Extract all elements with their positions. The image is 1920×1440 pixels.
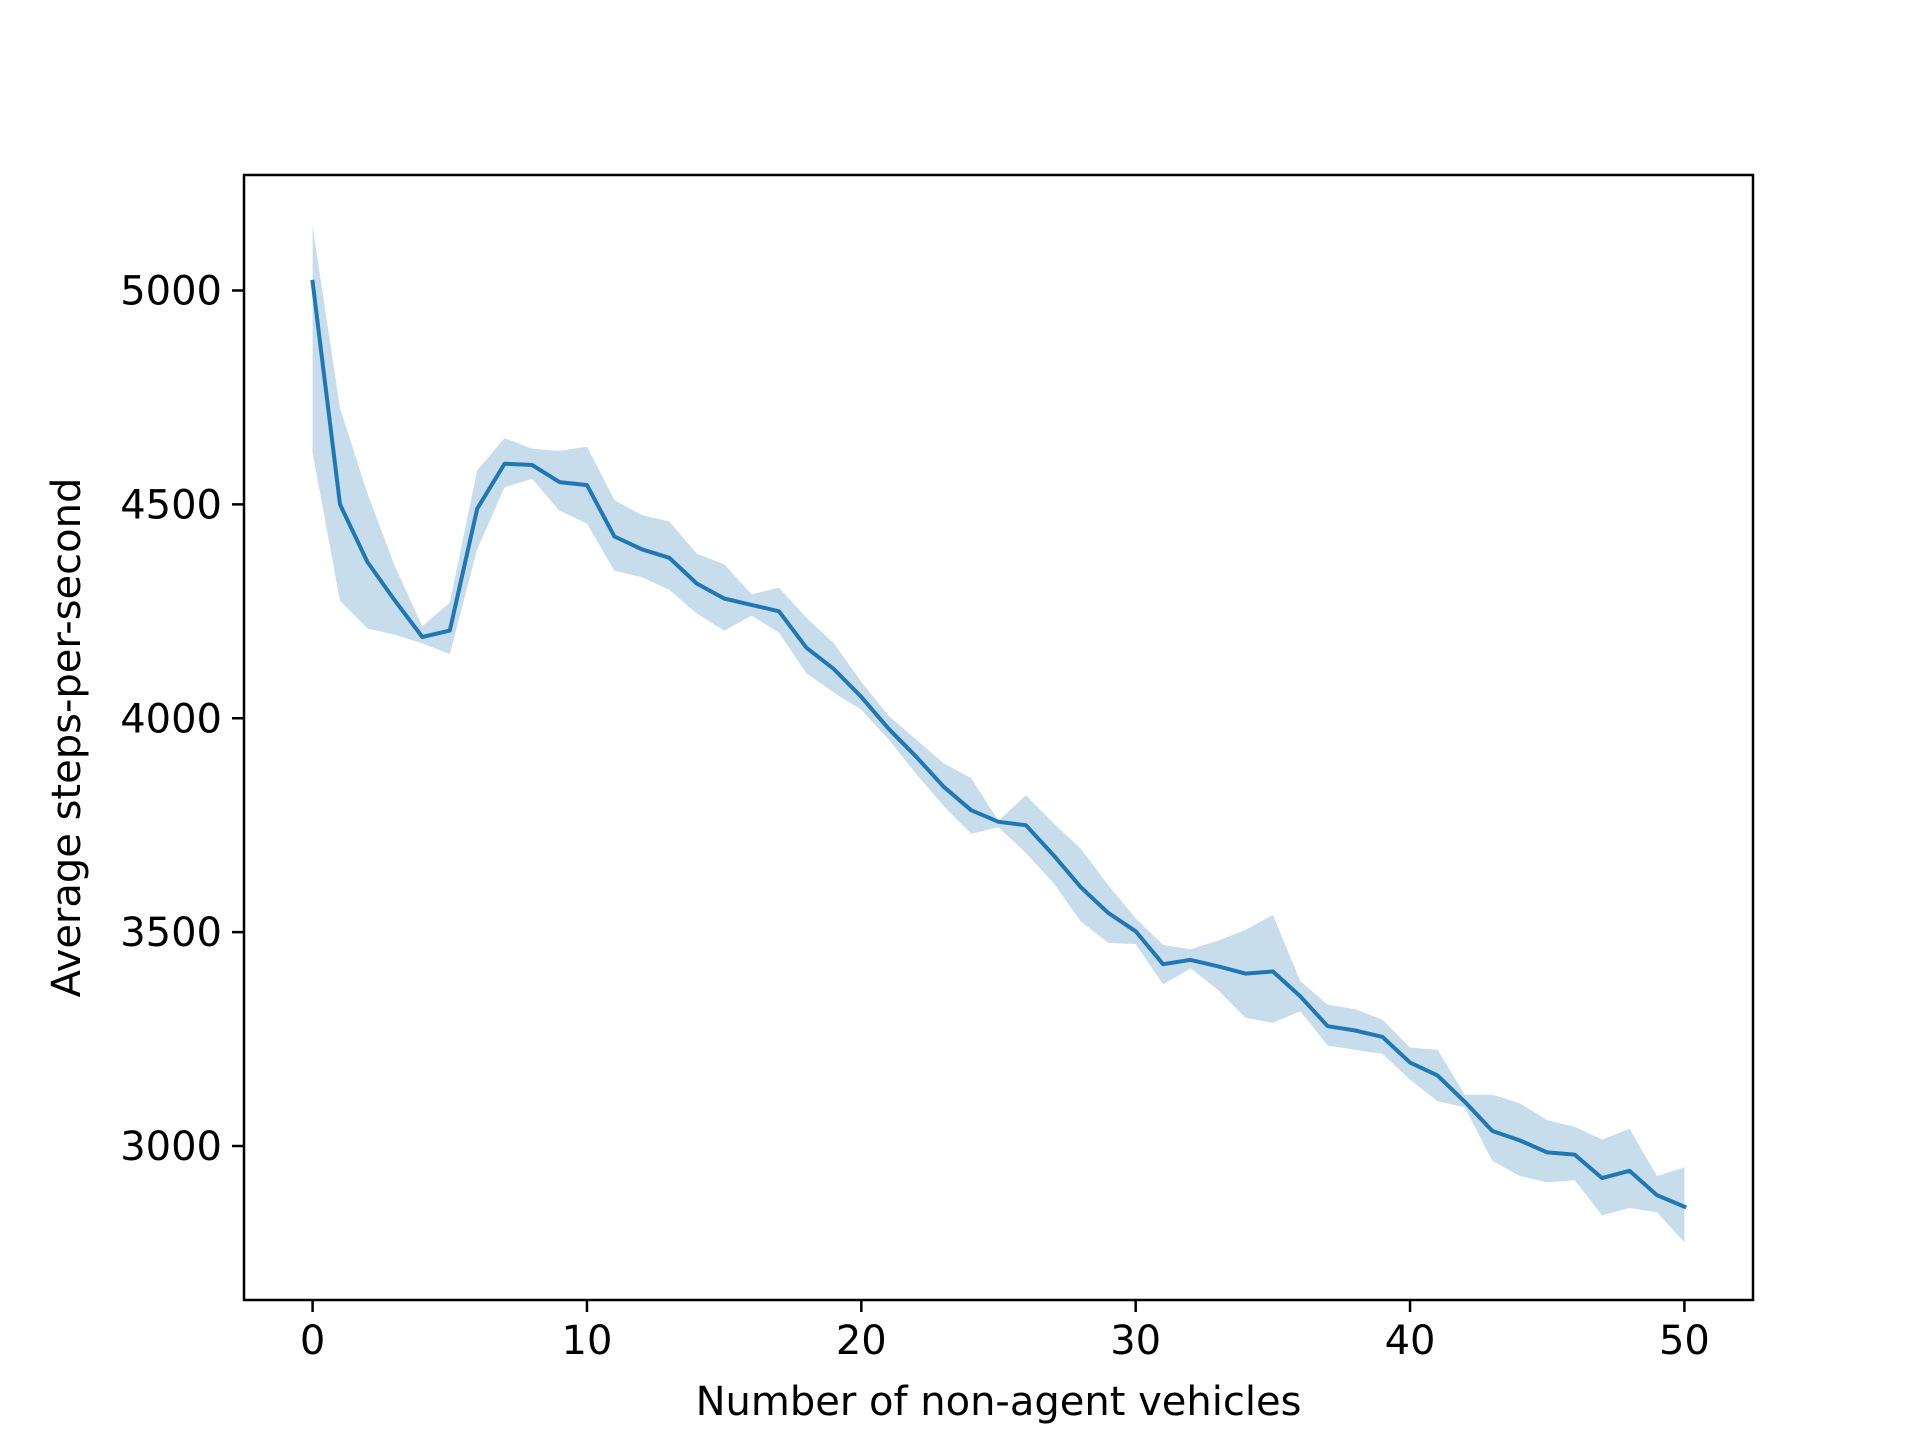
x-tick-label: 50	[1659, 1318, 1710, 1364]
x-axis-ticks: 0 10 20 30 40 50	[300, 1300, 1710, 1364]
x-tick-label: 30	[1110, 1318, 1161, 1364]
y-axis-ticks: 3000 3500 4000 4500 5000	[120, 268, 244, 1170]
x-tick-label: 20	[836, 1318, 887, 1364]
y-axis-label: Average steps-per-second	[44, 478, 90, 998]
x-axis-label: Number of non-agent vehicles	[696, 1379, 1302, 1425]
plot-area	[310, 226, 1688, 1243]
x-tick-label: 0	[300, 1318, 325, 1364]
y-tick-label: 4000	[120, 696, 222, 742]
confidence-band	[312, 226, 1685, 1243]
y-tick-label: 5000	[120, 268, 222, 314]
axes-frame	[242, 173, 1755, 1302]
x-tick-label: 40	[1385, 1318, 1436, 1364]
y-tick-label: 3500	[120, 910, 222, 956]
x-tick-label: 10	[562, 1318, 613, 1364]
y-tick-label: 3000	[120, 1124, 222, 1170]
mean-line	[310, 279, 1688, 1210]
y-tick-label: 4500	[120, 482, 222, 528]
